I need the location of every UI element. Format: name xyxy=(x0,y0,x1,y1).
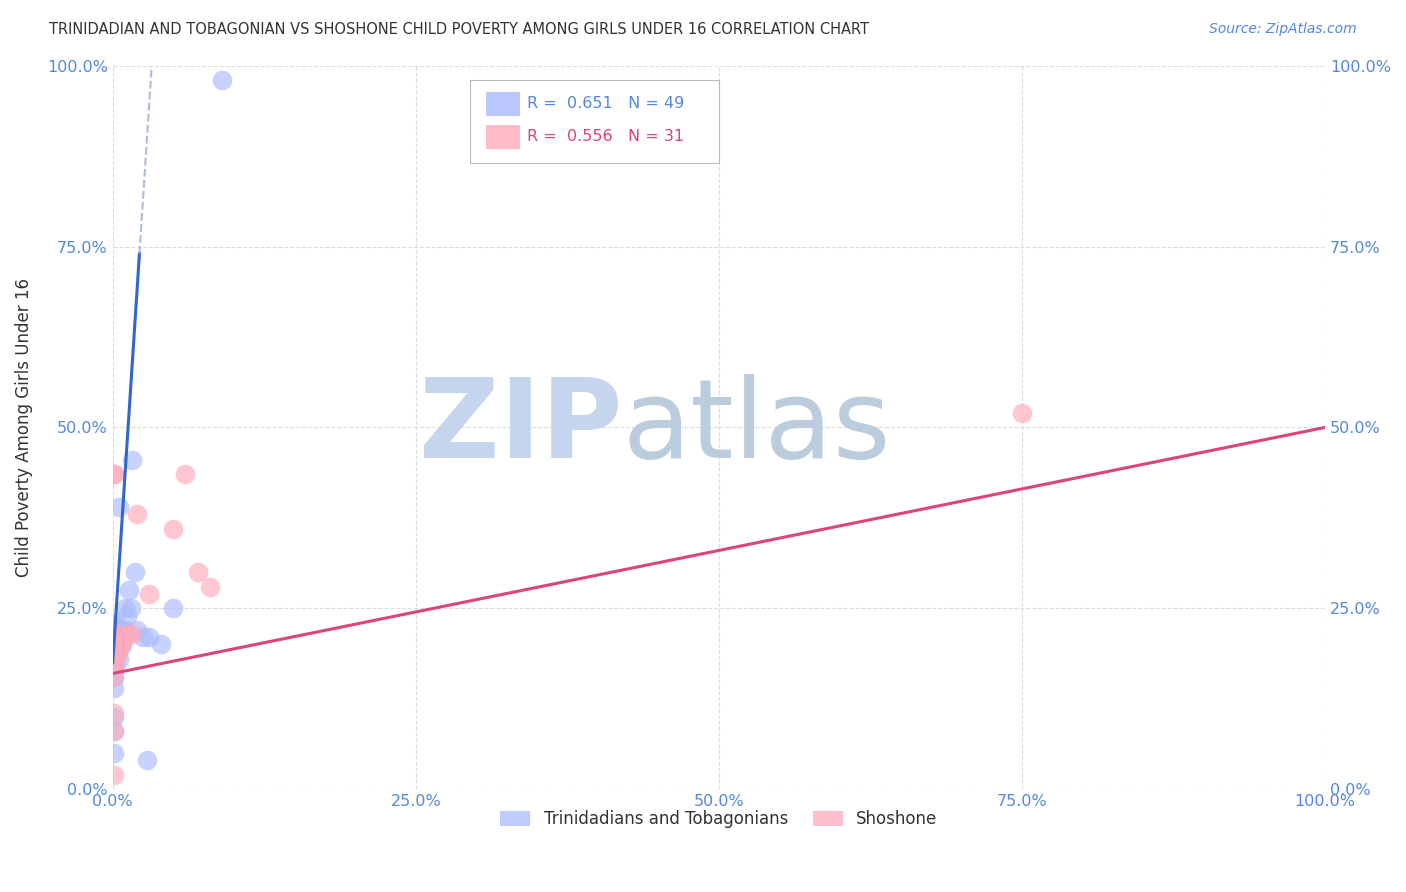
Point xyxy=(138,630,160,644)
Point xyxy=(104,645,127,659)
Point xyxy=(117,608,139,623)
Point xyxy=(105,648,128,663)
Point xyxy=(103,645,125,659)
Point xyxy=(117,583,139,598)
Text: atlas: atlas xyxy=(621,374,890,481)
Text: R =  0.651   N = 49: R = 0.651 N = 49 xyxy=(527,96,685,112)
Point xyxy=(103,641,125,656)
Point xyxy=(103,623,125,637)
Point xyxy=(104,652,127,666)
Point xyxy=(103,652,125,666)
Point xyxy=(108,638,131,652)
Point xyxy=(108,638,131,652)
Point xyxy=(162,522,184,536)
Point xyxy=(198,580,221,594)
Point xyxy=(105,638,128,652)
Point xyxy=(103,670,125,684)
Point xyxy=(103,648,125,663)
Point xyxy=(103,706,125,721)
Text: ZIP: ZIP xyxy=(419,374,621,481)
Point xyxy=(125,623,148,637)
Point xyxy=(103,659,125,673)
Point xyxy=(108,641,131,656)
Point xyxy=(103,656,125,670)
Point xyxy=(150,638,173,652)
Text: R =  0.556   N = 31: R = 0.556 N = 31 xyxy=(527,129,685,144)
Point xyxy=(103,681,125,695)
Point xyxy=(120,601,142,615)
Point xyxy=(103,467,125,482)
Point xyxy=(103,619,125,633)
Point xyxy=(107,645,129,659)
Point xyxy=(103,626,125,640)
Point xyxy=(110,630,132,644)
Point xyxy=(132,630,155,644)
Point xyxy=(107,623,129,637)
Point xyxy=(162,601,184,615)
Point xyxy=(104,659,127,673)
Point xyxy=(103,724,125,739)
Point xyxy=(103,746,125,760)
Point xyxy=(110,623,132,637)
Point xyxy=(104,638,127,652)
Text: TRINIDADIAN AND TOBAGONIAN VS SHOSHONE CHILD POVERTY AMONG GIRLS UNDER 16 CORREL: TRINIDADIAN AND TOBAGONIAN VS SHOSHONE C… xyxy=(49,22,869,37)
Point xyxy=(125,508,148,522)
Point xyxy=(107,641,129,656)
Point xyxy=(114,623,136,637)
Point xyxy=(103,633,125,648)
Point xyxy=(105,645,128,659)
Point xyxy=(108,500,131,514)
Point xyxy=(174,467,197,482)
FancyBboxPatch shape xyxy=(486,93,520,116)
Point xyxy=(105,630,128,644)
Point xyxy=(103,663,125,677)
Point xyxy=(211,73,233,87)
Point xyxy=(112,630,135,644)
Point xyxy=(105,641,128,656)
Point xyxy=(187,565,209,579)
Point xyxy=(111,638,134,652)
Y-axis label: Child Poverty Among Girls Under 16: Child Poverty Among Girls Under 16 xyxy=(15,278,32,577)
Point xyxy=(124,565,146,579)
Point xyxy=(111,638,134,652)
Point xyxy=(121,626,143,640)
Point xyxy=(103,638,125,652)
Point xyxy=(103,670,125,684)
Point xyxy=(1011,406,1033,420)
Point xyxy=(104,641,127,656)
Legend: Trinidadians and Tobagonians, Shoshone: Trinidadians and Tobagonians, Shoshone xyxy=(494,804,945,835)
Point xyxy=(103,710,125,724)
Point xyxy=(108,630,131,644)
Point xyxy=(114,601,136,615)
Point xyxy=(135,753,157,767)
Point xyxy=(103,641,125,656)
Point xyxy=(138,587,160,601)
Point xyxy=(104,656,127,670)
Point xyxy=(105,626,128,640)
Point xyxy=(103,768,125,782)
FancyBboxPatch shape xyxy=(486,125,520,149)
Point xyxy=(117,626,139,640)
Text: Source: ZipAtlas.com: Source: ZipAtlas.com xyxy=(1209,22,1357,37)
Point xyxy=(105,626,128,640)
Point xyxy=(107,638,129,652)
Point xyxy=(103,648,125,663)
Point xyxy=(108,652,131,666)
Point xyxy=(103,615,125,630)
Point xyxy=(103,656,125,670)
Point xyxy=(103,630,125,644)
Point xyxy=(103,467,125,482)
Point xyxy=(103,724,125,739)
Point xyxy=(104,638,127,652)
Point xyxy=(121,453,143,467)
FancyBboxPatch shape xyxy=(471,80,718,163)
